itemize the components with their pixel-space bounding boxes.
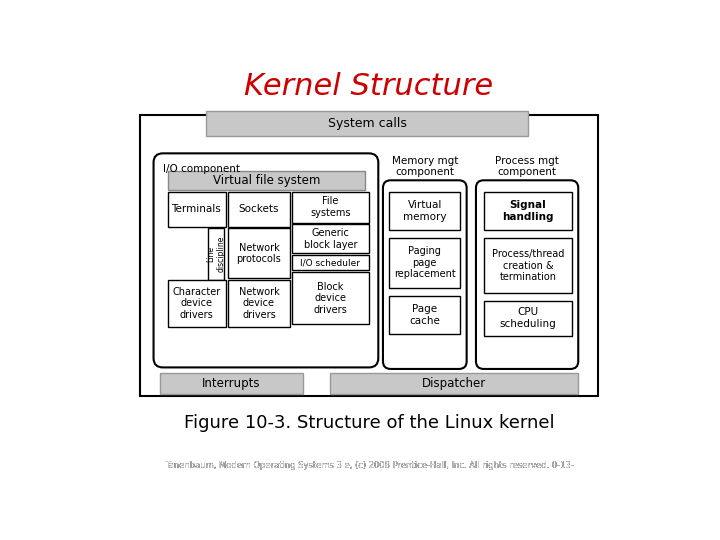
Text: Tanenbaum, Modern Operating Systems 3 e, (c) 2008 Prentice-Hall, Inc. All rights: Tanenbaum, Modern Operating Systems 3 e,…	[165, 461, 573, 470]
Text: Block
device
drivers: Block device drivers	[313, 281, 347, 315]
Text: Network
device
drivers: Network device drivers	[238, 287, 279, 320]
FancyBboxPatch shape	[206, 111, 528, 136]
Text: Generic
block layer: Generic block layer	[304, 228, 357, 249]
FancyBboxPatch shape	[389, 238, 461, 288]
FancyBboxPatch shape	[168, 171, 365, 190]
Text: Page
cache: Page cache	[410, 304, 440, 326]
FancyBboxPatch shape	[160, 373, 303, 394]
FancyBboxPatch shape	[208, 228, 224, 280]
FancyBboxPatch shape	[168, 280, 225, 327]
Text: Dispatcher: Dispatcher	[422, 377, 487, 390]
FancyBboxPatch shape	[484, 238, 572, 294]
Text: Interrupts: Interrupts	[202, 377, 261, 390]
FancyBboxPatch shape	[153, 153, 378, 367]
Text: Memory mgt
component: Memory mgt component	[392, 156, 458, 177]
Text: Network
protocols: Network protocols	[237, 242, 282, 264]
Text: Terminals: Terminals	[171, 204, 221, 214]
FancyBboxPatch shape	[168, 192, 225, 226]
Text: Process mgt
component: Process mgt component	[495, 156, 559, 177]
Text: Kernel Structure: Kernel Structure	[244, 72, 494, 101]
Text: CPU
scheduling: CPU scheduling	[500, 307, 557, 329]
FancyBboxPatch shape	[292, 255, 369, 271]
FancyBboxPatch shape	[228, 228, 290, 278]
Text: Line
discipline: Line discipline	[206, 236, 225, 272]
Text: I/O component: I/O component	[163, 164, 240, 174]
FancyBboxPatch shape	[292, 272, 369, 325]
Text: I/O scheduler: I/O scheduler	[300, 258, 360, 267]
FancyBboxPatch shape	[292, 224, 369, 253]
Text: Tanenbaum, Modern Operating Systems 3 e, (c) 2008 Prentice-Hall, Inc. All rights: Tanenbaum, Modern Operating Systems 3 e,…	[165, 461, 573, 470]
FancyBboxPatch shape	[330, 373, 578, 394]
FancyBboxPatch shape	[140, 115, 598, 396]
Text: File
systems: File systems	[310, 197, 351, 218]
Text: Signal
handling: Signal handling	[502, 200, 554, 222]
FancyBboxPatch shape	[383, 180, 467, 369]
FancyBboxPatch shape	[292, 192, 369, 222]
Text: Figure 10-3. Structure of the Linux kernel: Figure 10-3. Structure of the Linux kern…	[184, 414, 554, 431]
FancyBboxPatch shape	[389, 296, 461, 334]
FancyBboxPatch shape	[228, 280, 290, 327]
Text: Tanenbaum, Modern Operating Systems 3 e, (c) 2008 Prentice-Hall, Inc. All rights: Tanenbaum, Modern Operating Systems 3 e,…	[165, 461, 573, 470]
Text: Paging
page
replacement: Paging page replacement	[394, 246, 456, 279]
Text: Character
device
drivers: Character device drivers	[172, 287, 220, 320]
FancyBboxPatch shape	[389, 192, 461, 231]
Text: System calls: System calls	[328, 117, 407, 130]
FancyBboxPatch shape	[484, 192, 572, 231]
Text: Sockets: Sockets	[239, 204, 279, 214]
Text: Virtual
memory: Virtual memory	[403, 200, 446, 222]
FancyBboxPatch shape	[476, 180, 578, 369]
FancyBboxPatch shape	[484, 301, 572, 336]
Text: Virtual file system: Virtual file system	[212, 174, 320, 187]
Text: Process/thread
creation &
termination: Process/thread creation & termination	[492, 249, 564, 282]
FancyBboxPatch shape	[228, 192, 290, 226]
